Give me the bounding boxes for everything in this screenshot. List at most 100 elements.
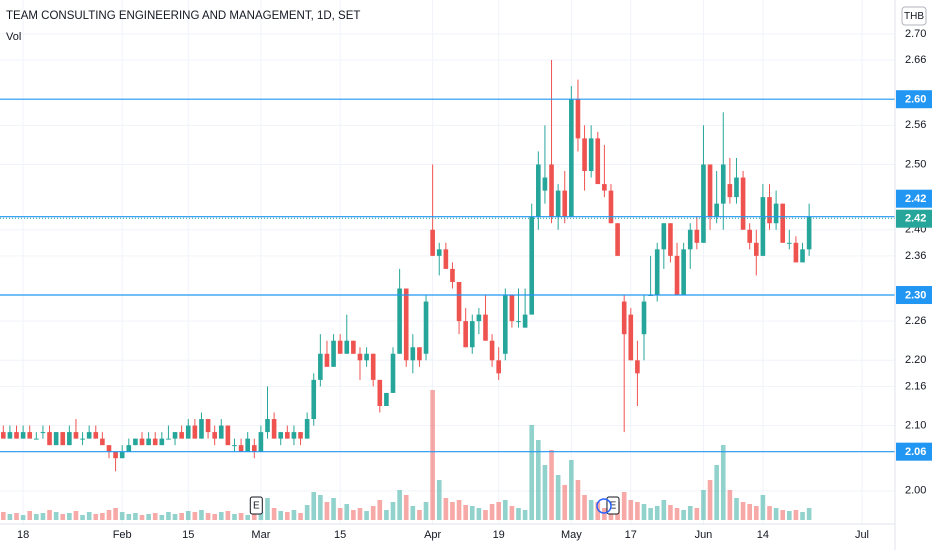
x-tick-label: 15 [182, 529, 194, 541]
volume-bar [767, 506, 772, 520]
candle-body [582, 138, 587, 172]
candle-body [331, 340, 336, 367]
candle-body [0, 432, 6, 439]
volume-bar [555, 475, 561, 520]
currency-badge[interactable] [901, 6, 927, 26]
candle-body [608, 190, 614, 224]
event-marker[interactable] [249, 496, 263, 515]
volume-bar [86, 512, 92, 520]
volume-bar [753, 506, 759, 520]
candle-body [509, 295, 515, 322]
volume-bar [258, 512, 264, 520]
candle-body [139, 438, 145, 446]
candle-body [73, 432, 79, 439]
candle-body [304, 419, 310, 439]
volume-bar [668, 505, 673, 520]
candle-body [166, 438, 171, 440]
volume-bar [793, 510, 799, 520]
volume-bar [595, 502, 601, 520]
candle-body [225, 425, 231, 446]
candle-body [450, 268, 455, 282]
volume-bar [701, 490, 706, 520]
candle-body [588, 138, 594, 172]
volume-bar [285, 512, 290, 520]
volume-bar [536, 440, 541, 520]
candle-body [641, 301, 647, 335]
volume-bar [476, 508, 482, 520]
candle-body [674, 255, 680, 296]
candle-body [370, 353, 376, 380]
candle-body [397, 288, 402, 354]
volume-bar [159, 515, 165, 520]
candle-body [265, 419, 270, 433]
volume-bar [47, 510, 52, 520]
level-label: 2.42 [905, 193, 926, 205]
level-label: 2.60 [905, 94, 926, 106]
candle-body [753, 242, 759, 256]
level-badge [896, 442, 932, 461]
x-tick-label: Jun [695, 529, 713, 541]
volume-bar [806, 508, 812, 520]
level-label: 2.06 [905, 446, 926, 458]
candle-body [661, 223, 667, 250]
volume-bar [311, 492, 317, 520]
volume-bar [496, 502, 502, 520]
volume-bar [106, 510, 112, 520]
volume-bar [582, 495, 587, 520]
volume-bar [734, 498, 739, 520]
candle-body [403, 288, 409, 361]
candle-body [384, 392, 389, 406]
candle-body [456, 281, 462, 322]
volume-bar [502, 500, 508, 520]
candle-body [496, 360, 502, 374]
volume-bar [146, 514, 151, 520]
volume-bar [390, 502, 396, 520]
volume-bar [450, 502, 455, 520]
candle-body [714, 203, 719, 217]
candle-body [205, 419, 211, 433]
volume-bar [298, 513, 303, 520]
volume-bar [185, 511, 191, 520]
candle-body [489, 340, 495, 361]
volume-bar [674, 508, 680, 520]
candle-body [47, 432, 52, 446]
volume-bar [529, 425, 535, 520]
volume-bar [251, 514, 257, 520]
volume-bar [621, 492, 627, 520]
y-tick-label: 2.20 [905, 354, 926, 366]
candle-body [522, 314, 528, 328]
x-tick-label: Apr [424, 529, 441, 541]
volume-bar [522, 510, 528, 520]
candle-body [615, 223, 620, 256]
level-label: 2.30 [905, 289, 926, 301]
currency-label: THB [904, 11, 924, 22]
candle-body [185, 425, 191, 439]
candle-body [377, 379, 383, 406]
candle-body [549, 164, 554, 217]
candle-body [199, 419, 204, 439]
volume-bar [179, 513, 184, 520]
candle-body [720, 164, 726, 204]
y-tick-label: 2.36 [905, 250, 926, 262]
candle-body [767, 197, 772, 224]
volume-bar [377, 500, 383, 520]
candle-body [734, 177, 739, 198]
volume-bar [0, 512, 6, 520]
volume-bar [278, 511, 284, 520]
price-pane [0, 60, 895, 472]
candle-body [251, 445, 257, 452]
volume-bar [463, 505, 468, 520]
candle-body [681, 249, 686, 296]
volume-bar [225, 511, 231, 520]
candle-body [218, 425, 224, 439]
level-badge [896, 189, 932, 208]
volume-bar [152, 513, 158, 520]
volume-bar [172, 514, 178, 520]
candle-body [575, 99, 581, 139]
volume-bar [720, 445, 726, 520]
y-tick-label: 2.70 [905, 28, 926, 40]
volume-bar [740, 502, 746, 520]
candle-body [357, 353, 363, 361]
volume-bar [238, 513, 244, 520]
dividend-marker[interactable] [596, 498, 612, 514]
